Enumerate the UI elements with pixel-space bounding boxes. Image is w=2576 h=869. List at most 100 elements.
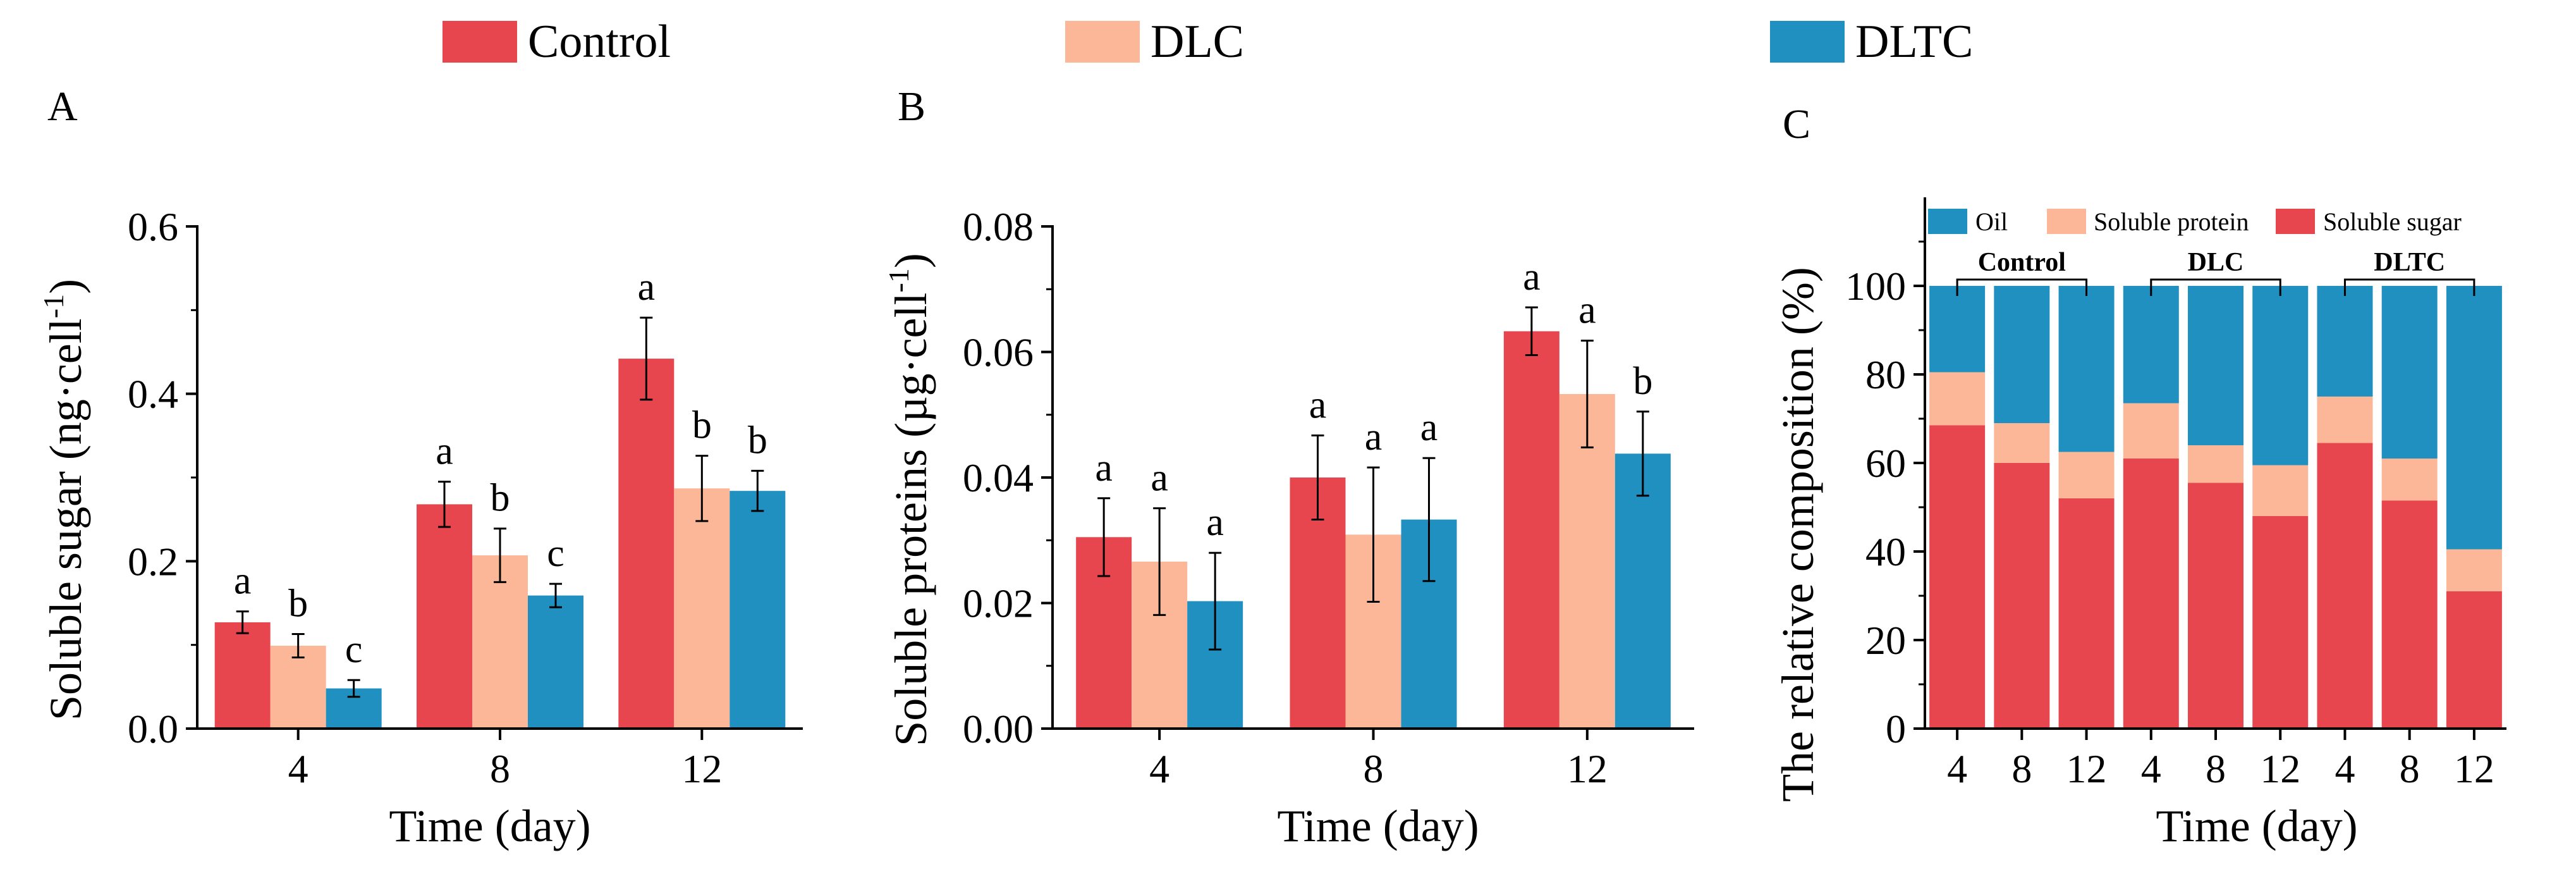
stacked-segment bbox=[2317, 397, 2373, 443]
group-label: DLC bbox=[2188, 248, 2244, 277]
legend-label-dlc: DLC bbox=[1151, 16, 1244, 68]
bar bbox=[417, 504, 472, 729]
stacked-segment bbox=[2058, 498, 2115, 729]
axis-title-x: Time (day) bbox=[1277, 801, 1479, 851]
y-tick-label: 0 bbox=[1886, 706, 1906, 751]
group-bracket bbox=[2150, 278, 2281, 296]
stacked-segment bbox=[2381, 286, 2438, 459]
group-label: DLTC bbox=[2374, 248, 2445, 277]
y-title-close: ) bbox=[40, 279, 91, 294]
axis-title-x: Time (day) bbox=[2156, 801, 2357, 851]
y-tick-label: 0.0 bbox=[128, 706, 178, 751]
x-tick-label: 4 bbox=[2141, 746, 2161, 791]
significance-letter: a bbox=[1420, 406, 1438, 449]
stacked-segment bbox=[2252, 516, 2309, 729]
x-tick-label: 12 bbox=[1567, 746, 1608, 791]
legend-swatch-dltc bbox=[1770, 21, 1845, 63]
group-bracket bbox=[1956, 278, 2088, 296]
significance-letter: a bbox=[436, 430, 453, 473]
axis-title-y: Soluble sugar (ng·cell-1) bbox=[37, 279, 91, 720]
panel-label-a: A bbox=[47, 83, 78, 130]
stacked-segment bbox=[2188, 483, 2243, 729]
top-legend: Control DLC DLTC bbox=[443, 16, 1973, 68]
stacked-segment bbox=[2317, 443, 2373, 729]
stacked-segment bbox=[2188, 445, 2243, 483]
significance-letter: c bbox=[345, 628, 363, 671]
stacked-segment bbox=[2317, 286, 2373, 397]
significance-letter: b bbox=[288, 582, 308, 625]
significance-letter: c bbox=[547, 532, 565, 575]
stacked-segment bbox=[2058, 286, 2115, 452]
y-tick-label: 0.00 bbox=[963, 706, 1034, 751]
significance-letter: b bbox=[1633, 360, 1652, 403]
significance-letter: a bbox=[1151, 457, 1168, 500]
significance-letter: b bbox=[491, 477, 510, 520]
x-tick-label: 4 bbox=[288, 746, 308, 791]
axis-title-x: Time (day) bbox=[389, 801, 590, 851]
stacked-segment bbox=[2252, 465, 2309, 516]
x-tick-label: 4 bbox=[2335, 746, 2355, 791]
x-tick-label: 8 bbox=[1364, 746, 1384, 791]
significance-letter: b bbox=[692, 404, 712, 447]
stacked-segment bbox=[2446, 286, 2502, 550]
legend-swatch-dlc bbox=[1065, 21, 1140, 63]
legend-label-soluble-sugar: Soluble sugar bbox=[2323, 207, 2462, 236]
panel-label-b: B bbox=[898, 83, 925, 130]
stacked-segment bbox=[2381, 459, 2438, 501]
y-tick-label: 0.08 bbox=[963, 204, 1034, 249]
x-tick-label: 12 bbox=[2066, 746, 2107, 791]
stacked-segment bbox=[2058, 452, 2115, 498]
y-title-text: Soluble proteins (µg·cell bbox=[886, 292, 936, 746]
composition-legend: Oil Soluble protein Soluble sugar bbox=[1928, 207, 2462, 236]
stacked-segment bbox=[1994, 286, 2050, 423]
legend-label-dltc: DLTC bbox=[1855, 16, 1973, 68]
stacked-segment bbox=[2446, 549, 2502, 591]
significance-letter: b bbox=[748, 419, 767, 462]
x-tick-label: 8 bbox=[2400, 746, 2420, 791]
stacked-segment bbox=[1929, 372, 1986, 426]
legend-swatch-soluble-sugar bbox=[2276, 209, 2315, 234]
stacked-segment bbox=[2123, 286, 2179, 404]
stacked-segment bbox=[1929, 286, 1986, 373]
significance-letter: a bbox=[1095, 447, 1113, 490]
x-tick-label: 4 bbox=[1947, 746, 1967, 791]
x-tick-label: 12 bbox=[681, 746, 722, 791]
significance-letter: a bbox=[1309, 384, 1327, 427]
y-tick-label: 0.6 bbox=[128, 204, 178, 249]
y-tick-label: 100 bbox=[1845, 264, 1906, 309]
axis-title-y: The relative composition (%) bbox=[1773, 267, 1823, 802]
bar bbox=[1503, 331, 1560, 729]
bar bbox=[1559, 393, 1615, 729]
y-title-close: ) bbox=[886, 253, 936, 268]
soluble-proteins-chart: Soluble proteins (µg·cell-1) Time (day) … bbox=[882, 204, 1694, 851]
y-tick-label: 0.4 bbox=[128, 372, 178, 417]
x-tick-label: 8 bbox=[490, 746, 510, 791]
significance-letter: a bbox=[1365, 416, 1383, 459]
y-tick-label: 40 bbox=[1865, 529, 1906, 574]
group-label: Control bbox=[1978, 248, 2066, 277]
bar bbox=[270, 645, 326, 729]
x-tick-label: 12 bbox=[2260, 746, 2300, 791]
group-bracket bbox=[2343, 278, 2475, 296]
legend-swatch-control bbox=[443, 21, 517, 63]
panel-label-c: C bbox=[1783, 101, 1810, 147]
stacked-segment bbox=[1994, 463, 2050, 729]
stacked-segment bbox=[2123, 459, 2179, 729]
significance-letter: a bbox=[638, 266, 656, 309]
y-tick-label: 20 bbox=[1865, 618, 1906, 663]
bar bbox=[1615, 453, 1671, 729]
axis-title-y: Soluble proteins (µg·cell-1) bbox=[882, 253, 936, 746]
bar bbox=[729, 491, 786, 729]
legend-label-control: Control bbox=[528, 16, 671, 68]
significance-letter: a bbox=[1578, 289, 1596, 332]
x-tick-label: 8 bbox=[2011, 746, 2032, 791]
x-tick-label: 8 bbox=[2206, 746, 2226, 791]
legend-swatch-oil bbox=[1928, 209, 1967, 234]
x-tick-label: 4 bbox=[1149, 746, 1169, 791]
y-tick-label: 0.2 bbox=[128, 539, 178, 584]
bar bbox=[674, 488, 730, 729]
stacked-segment bbox=[1994, 423, 2050, 463]
stacked-segment bbox=[2252, 286, 2309, 465]
y-tick-label: 80 bbox=[1865, 352, 1906, 397]
